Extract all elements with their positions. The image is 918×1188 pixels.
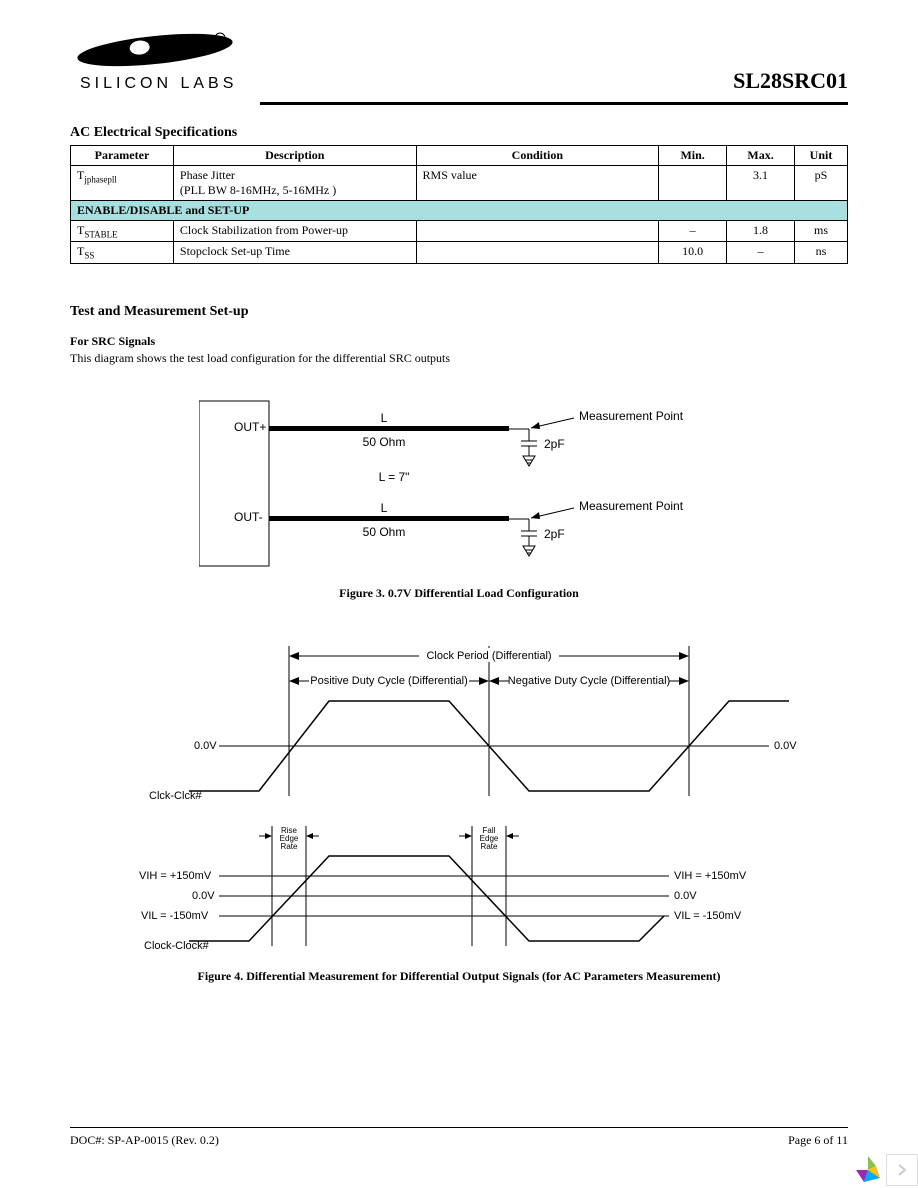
svg-text:SILICON LABS: SILICON LABS [80, 75, 237, 92]
max: 3.1 [727, 166, 795, 201]
vil-left: VIL = -150mV [141, 910, 209, 922]
section-label: ENABLE/DISABLE and SET-UP [71, 201, 848, 221]
th-min: Min. [659, 146, 727, 166]
test-subhead: For SRC Signals [70, 334, 848, 349]
footer-page: Page 6 of 11 [788, 1133, 848, 1148]
out-plus-label: OUT+ [234, 420, 266, 434]
min [659, 166, 727, 201]
svg-text:Rate: Rate [481, 842, 498, 851]
table-row: TSS Stopclock Set-up Time 10.0 – ns [71, 242, 848, 263]
corner-next-button[interactable] [886, 1154, 918, 1186]
cond [416, 221, 659, 242]
desc-line1: Phase Jitter [180, 168, 235, 182]
desc: Clock Stabilization from Power-up [173, 221, 416, 242]
min: 10.0 [659, 242, 727, 263]
clock-clock-label: Clock-Clock# [144, 940, 210, 952]
param-sub: jphasepll [84, 174, 117, 184]
neg-duty-label: Negative Duty Cycle (Differential) [508, 675, 670, 687]
chevron-right-icon [897, 1163, 907, 1177]
length-label: L = 7" [379, 470, 410, 484]
th-max: Max. [727, 146, 795, 166]
vih-right: VIH = +150mV [674, 870, 747, 882]
unit: ms [795, 221, 848, 242]
cap-bot: 2pF [544, 527, 565, 541]
line-L-top: L [381, 411, 388, 425]
param-sub: STABLE [84, 229, 117, 239]
cond [416, 242, 659, 263]
th-description: Description [173, 146, 416, 166]
unit: ns [795, 242, 848, 263]
test-body: This diagram shows the test load configu… [70, 351, 848, 366]
line-ohm-bot: 50 Ohm [363, 525, 406, 539]
min: – [659, 221, 727, 242]
line-L-bot: L [381, 501, 388, 515]
svg-text:Rate: Rate [281, 842, 298, 851]
spec-table-title: AC Electrical Specifications [70, 125, 848, 141]
clock-period-label: Clock Period (Differential) [426, 650, 551, 662]
clck-label: Clck-Clck# [149, 790, 202, 802]
part-number: SL28SRC01 [733, 68, 848, 98]
vil-right: VIL = -150mV [674, 910, 742, 922]
corner-widget [850, 1152, 918, 1188]
spec-table: Parameter Description Condition Min. Max… [70, 145, 848, 264]
corner-logo-icon [850, 1152, 886, 1188]
figure-4: Clock Period (Differential) Positive Dut… [109, 641, 809, 961]
zero-v-lower-left: 0.0V [192, 890, 215, 902]
cap-top: 2pF [544, 437, 565, 451]
param-sub: SS [84, 251, 94, 261]
table-row: TSTABLE Clock Stabilization from Power-u… [71, 221, 848, 242]
th-unit: Unit [795, 146, 848, 166]
cond: RMS value [416, 166, 659, 201]
figure-3: OUT+ OUT- L 50 Ohm 2pF Measurement Point… [199, 396, 719, 601]
pos-duty-label: Positive Duty Cycle (Differential) [310, 675, 468, 687]
line-ohm-top: 50 Ohm [363, 435, 406, 449]
desc: Stopclock Set-up Time [173, 242, 416, 263]
meas-point-bot: Measurement Point [579, 499, 684, 513]
footer-doc: DOC#: SP-AP-0015 (Rev. 0.2) [70, 1133, 219, 1148]
max: 1.8 [727, 221, 795, 242]
company-logo: R SILICON LABS [70, 28, 260, 98]
desc-line2: (PLL BW 8-16MHz, 5-16MHz ) [180, 183, 336, 197]
zero-v-right: 0.0V [774, 740, 797, 752]
svg-text:R: R [217, 35, 223, 44]
table-section-row: ENABLE/DISABLE and SET-UP [71, 201, 848, 221]
out-minus-label: OUT- [234, 510, 263, 524]
test-section-title: Test and Measurement Set-up [70, 304, 848, 320]
th-condition: Condition [416, 146, 659, 166]
figure-4-caption: Figure 4. Differential Measurement for D… [70, 969, 848, 984]
header-rule [260, 102, 848, 105]
zero-v-left: 0.0V [194, 740, 217, 752]
meas-point-top: Measurement Point [579, 409, 684, 423]
max: – [727, 242, 795, 263]
footer-rule [70, 1127, 848, 1129]
table-row: Tjphasepll Phase Jitter(PLL BW 8-16MHz, … [71, 166, 848, 201]
figure-3-caption: Figure 3. 0.7V Differential Load Configu… [199, 586, 719, 601]
unit: pS [795, 166, 848, 201]
zero-v-lower-right: 0.0V [674, 890, 697, 902]
th-parameter: Parameter [71, 146, 174, 166]
vih-left: VIH = +150mV [139, 870, 212, 882]
